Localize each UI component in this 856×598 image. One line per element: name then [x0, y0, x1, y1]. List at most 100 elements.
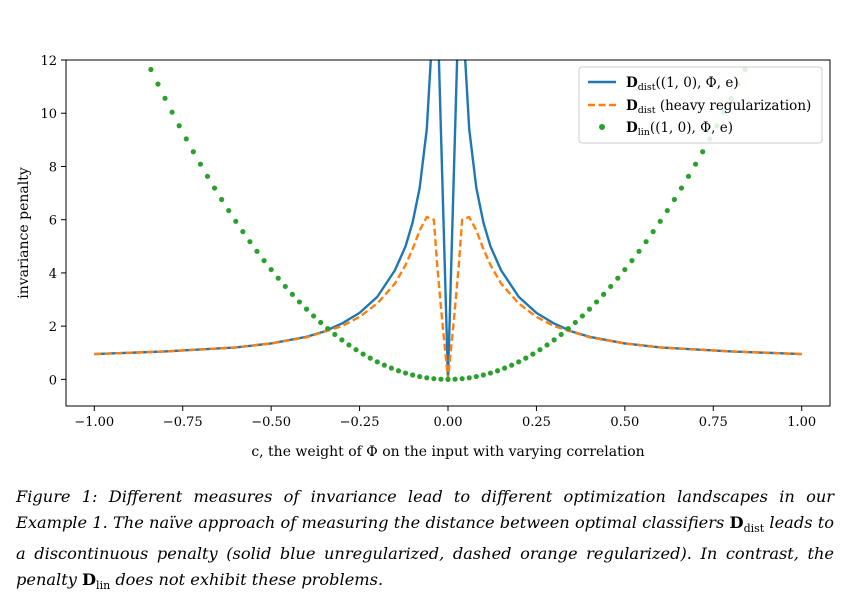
- lin-penalty-point: [516, 359, 522, 365]
- y-axis-label: invariance penalty: [16, 167, 32, 299]
- legend-swatch-lin: [599, 124, 605, 130]
- legend-label-dist-regularized: Ddist (heavy regularization): [626, 98, 811, 116]
- lin-penalty-point: [417, 373, 423, 380]
- lin-penalty-point: [204, 173, 211, 179]
- y-tick-label: 4: [49, 267, 57, 282]
- figure-1: −1.00 −0.75 −0.50 −0.25 0.00 0.25 0.50 0.75 1.00…: [16, 52, 831, 460]
- caption-symbol-dist: Ddist: [729, 512, 765, 535]
- lin-penalty-point: [169, 109, 175, 115]
- lin-penalty-point: [530, 351, 536, 357]
- lin-penalty-point: [523, 355, 529, 361]
- lin-penalty-point: [148, 66, 154, 73]
- y-tick-label: 12: [40, 54, 57, 69]
- x-axis-label: c, the weight of Φ on the input with var…: [251, 444, 644, 460]
- lin-penalty-point: [678, 185, 685, 191]
- lin-penalty-point: [325, 326, 331, 332]
- lin-penalty-point: [176, 123, 182, 129]
- lin-penalty-point: [544, 342, 550, 348]
- lin-penalty-point: [445, 376, 451, 382]
- lin-penalty-point: [487, 370, 494, 376]
- lin-penalty-point: [558, 331, 564, 338]
- dist-penalty-line: [94, 60, 802, 381]
- lin-penalty-point: [551, 337, 557, 343]
- lin-penalty-point: [226, 207, 232, 214]
- lin-penalty-point: [565, 326, 571, 332]
- y-tick-label: 0: [49, 373, 57, 388]
- lin-penalty-point: [296, 299, 303, 305]
- caption-part-2: leads to a discontinuous penalty (solid …: [16, 512, 835, 589]
- legend: Ddist((1, 0), Φ, e) Ddist (heavy regular…: [578, 66, 823, 144]
- lin-penalty-point: [395, 368, 402, 374]
- y-tick-label: 10: [40, 107, 57, 122]
- lin-penalty-point: [579, 313, 586, 319]
- legend-label-lin: Dlin((1, 0), Φ, e): [626, 120, 733, 138]
- lin-penalty-point: [636, 248, 642, 254]
- lin-penalty-point: [622, 266, 628, 273]
- lin-penalty-point: [572, 319, 578, 326]
- x-tick-label: 0.75: [699, 415, 728, 430]
- lin-penalty-point: [629, 258, 635, 264]
- lin-penalty-point: [593, 299, 600, 305]
- lin-penalty-point: [671, 196, 677, 203]
- lin-penalty-point: [183, 136, 189, 142]
- lin-penalty-point: [643, 239, 649, 245]
- lin-penalty-point: [289, 291, 295, 297]
- legend-box: [578, 66, 823, 144]
- lin-penalty-point: [601, 291, 607, 297]
- lin-penalty-point: [452, 376, 458, 382]
- lin-penalty-point: [141, 52, 146, 57]
- lin-penalty-point: [615, 275, 621, 281]
- lin-penalty-point: [473, 373, 479, 380]
- lin-penalty-point: [318, 319, 324, 326]
- x-tick-label: −0.75: [163, 415, 203, 430]
- lin-penalty-point: [303, 306, 310, 312]
- lin-penalty-point: [685, 173, 692, 179]
- figure-caption: Figure 1: Different measures of invarian…: [16, 484, 834, 598]
- lin-penalty-point: [381, 362, 387, 368]
- lin-penalty-point: [162, 95, 168, 101]
- caption-part-1: Different measures of invariance lead to…: [16, 487, 834, 532]
- lin-penalty-point: [197, 161, 204, 167]
- caption-label: Figure 1:: [16, 487, 98, 506]
- lin-penalty-point: [650, 229, 656, 235]
- lin-penalty-point: [332, 331, 338, 338]
- lin-penalty-point: [431, 376, 437, 382]
- y-tick-label: 2: [49, 320, 57, 335]
- lin-penalty-point: [233, 218, 239, 224]
- lin-penalty-point: [537, 347, 543, 353]
- axis-ticks: −1.00 −0.75 −0.50 −0.25 0.00 0.25 0.50 0.75 1.00…: [40, 54, 816, 430]
- caption-symbol-lin: Dlin: [82, 569, 111, 592]
- lin-penalty-point: [310, 313, 317, 319]
- lin-penalty-point: [501, 365, 508, 371]
- lin-penalty-point: [353, 347, 359, 353]
- lin-penalty-point: [438, 376, 444, 382]
- lin-penalty-point: [190, 149, 196, 155]
- lin-penalty-point: [700, 149, 706, 155]
- lin-penalty-point: [608, 283, 614, 290]
- lin-penalty-point: [657, 218, 663, 224]
- lin-penalty-point: [254, 248, 260, 254]
- caption-part-3: does not exhibit these problems.: [110, 569, 384, 589]
- lin-penalty-point: [424, 375, 430, 381]
- y-tick-label: 8: [49, 160, 57, 175]
- lin-penalty-point: [692, 161, 699, 167]
- lin-penalty-point: [240, 229, 246, 235]
- x-tick-label: −1.00: [74, 415, 114, 430]
- lin-penalty-point: [247, 239, 253, 245]
- x-tick-label: 1.00: [787, 415, 816, 430]
- invariance-penalty-chart: −1.00 −0.75 −0.50 −0.25 0.00 0.25 0.50 0.75 1.00…: [16, 52, 831, 460]
- lin-penalty-point: [339, 337, 345, 343]
- lin-penalty-point: [388, 365, 395, 371]
- x-tick-label: 0.25: [522, 415, 551, 430]
- lin-penalty-point: [367, 355, 373, 361]
- lin-penalty-point: [750, 52, 755, 57]
- x-tick-label: 0.00: [434, 415, 463, 430]
- plot-frame: [65, 59, 831, 407]
- data-series: [94, 52, 802, 382]
- lin-penalty-point: [282, 283, 288, 290]
- lin-penalty-point: [268, 266, 274, 273]
- lin-penalty-point: [360, 351, 366, 357]
- lin-penalty-point: [346, 342, 352, 348]
- lin-penalty-point: [509, 362, 515, 368]
- y-tick-label: 6: [49, 214, 57, 229]
